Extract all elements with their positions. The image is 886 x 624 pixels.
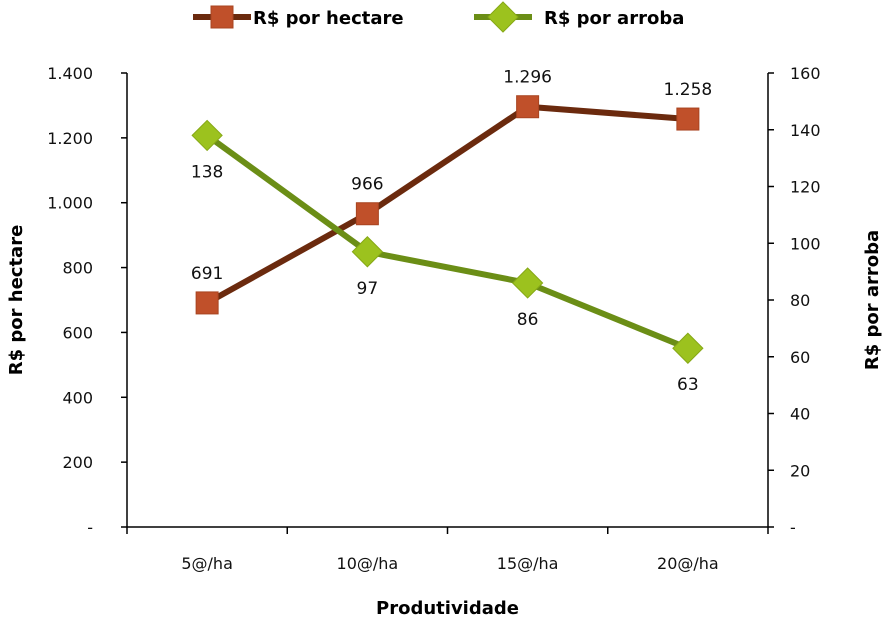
x-tick-label-15-ha: 15@/ha [497, 554, 559, 573]
left-y-tick-label-600: 600 [62, 323, 93, 342]
legend-label-r-por-arroba: R$ por arroba [544, 8, 684, 29]
left-y-tick-label-1-200: 1.200 [47, 129, 93, 148]
data-label-r-por-arroba-5-ha: 138 [191, 162, 223, 182]
left-y-tick-label-: - [87, 518, 93, 537]
left-y-axis-title: R$ por hectare [6, 225, 27, 376]
data-label-r-por-arroba-20-ha: 63 [677, 375, 699, 395]
point-r-por-arroba-5-ha [191, 119, 223, 152]
data-label-r-por-arroba-15-ha: 86 [517, 310, 539, 330]
right-y-tick-label-80: 80 [790, 291, 810, 310]
point-r-por-hectare-10-ha [355, 202, 379, 226]
right-y-tick-label-120: 120 [790, 178, 821, 197]
legend-marker-r-por-hectare [210, 5, 234, 29]
point-r-por-arroba-15-ha [511, 267, 544, 299]
data-label-r-por-hectare-20-ha: 1.258 [664, 80, 713, 100]
left-y-tick-label-1-000: 1.000 [47, 194, 93, 213]
x-tick-label-5-ha: 5@/ha [181, 554, 233, 573]
right-y-tick-label-160: 160 [790, 64, 821, 83]
x-tick-label-10-ha: 10@/ha [337, 554, 399, 573]
data-label-r-por-hectare-15-ha: 1.296 [503, 68, 552, 88]
legend: R$ por hectare R$ por arroba [193, 1, 684, 33]
right-y-tick-label-20: 20 [790, 461, 810, 480]
left-y-tick-label-200: 200 [62, 453, 93, 472]
series-layer [191, 95, 704, 364]
point-r-por-arroba-10-ha [351, 236, 384, 268]
series-line-r-por-hectare [205, 103, 689, 306]
data-labels: 691 966 1.296 1.258 138 97 86 63 [191, 68, 712, 396]
left-y-tick-label-800: 800 [62, 259, 93, 278]
data-label-r-por-hectare-10-ha: 966 [351, 175, 383, 195]
right-y-tick-label-100: 100 [790, 234, 821, 253]
data-label-r-por-hectare-5-ha: 691 [191, 264, 223, 284]
point-r-por-arroba-20-ha [672, 332, 704, 364]
x-axis-title: Produtividade [376, 598, 519, 619]
data-label-r-por-arroba-10-ha: 97 [357, 279, 379, 299]
right-y-tick-label-60: 60 [790, 348, 810, 367]
legend-item-r-por-hectare: R$ por hectare [193, 5, 404, 29]
axes: 5@/ha 10@/ha 15@/ha 20@/ha - 200 400 600 800 1.00… [47, 64, 820, 573]
point-r-por-hectare-5-ha [195, 291, 219, 315]
legend-label-r-por-hectare: R$ por hectare [253, 8, 404, 29]
legend-item-r-por-arroba: R$ por arroba [474, 1, 684, 33]
right-y-axis-title: R$ por arroba [862, 230, 883, 370]
series-line-r-por-arroba [205, 132, 690, 352]
right-y-tick-label-140: 140 [790, 121, 821, 140]
right-y-tick-label-40: 40 [790, 405, 810, 424]
point-r-por-hectare-15-ha [516, 95, 540, 119]
point-r-por-hectare-20-ha [676, 107, 700, 131]
left-y-tick-label-1-400: 1.400 [47, 64, 93, 83]
legend-marker-r-por-arroba [487, 1, 519, 33]
right-y-tick-label-: - [790, 518, 796, 537]
left-y-tick-label-400: 400 [62, 388, 93, 407]
x-tick-label-20-ha: 20@/ha [657, 554, 719, 573]
